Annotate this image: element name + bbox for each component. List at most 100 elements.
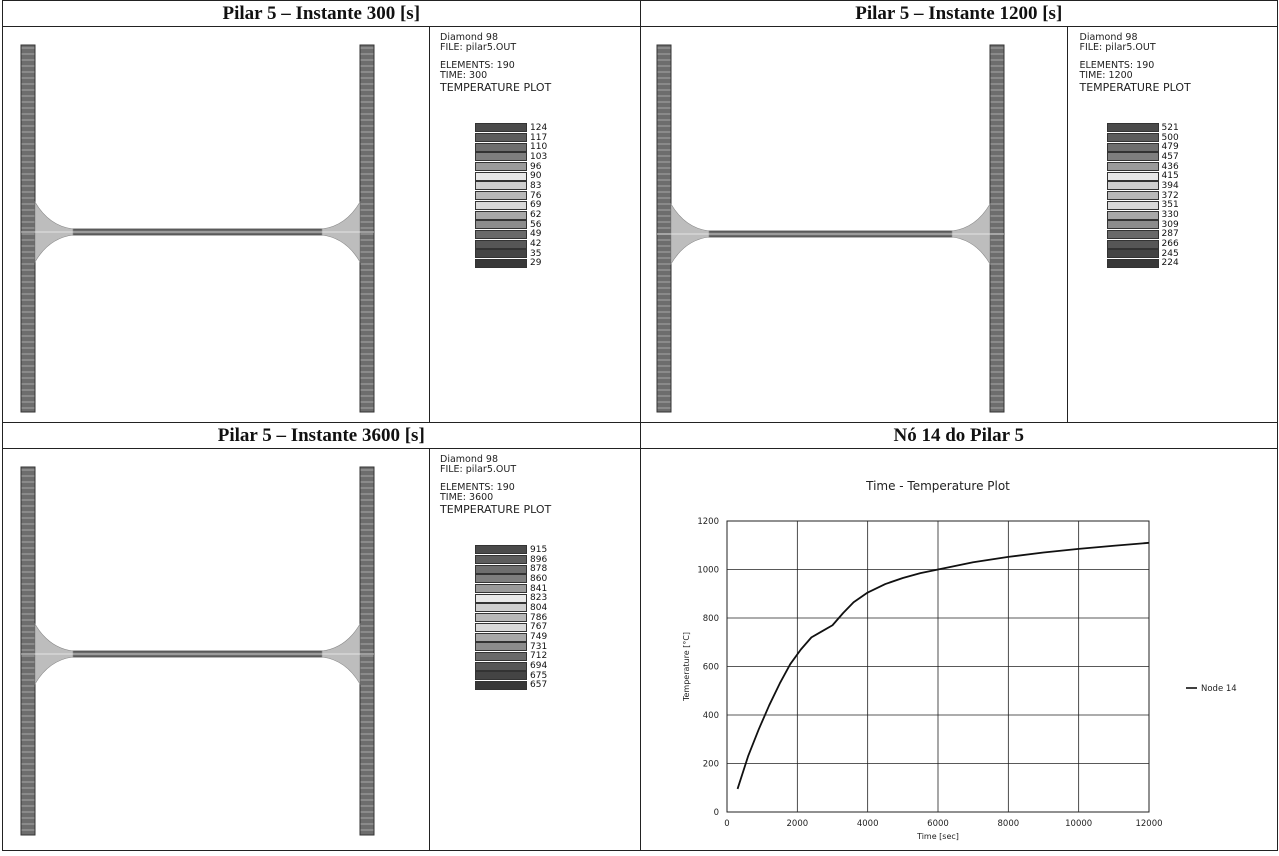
legend-value: 372	[1161, 190, 1179, 201]
program-name: Diamond 98	[440, 454, 499, 465]
y-tick-label: 1200	[697, 517, 719, 527]
legend-value: 90	[530, 171, 542, 182]
legend-row: 287	[1106, 229, 1179, 240]
legend-swatch	[475, 574, 527, 584]
legend-value: 786	[530, 612, 548, 623]
y-tick-label: 600	[702, 663, 718, 673]
legend-swatch	[1106, 191, 1159, 201]
time-label: TIME: 3600	[440, 492, 494, 503]
legend-swatch	[475, 249, 527, 259]
legend-row: 767	[475, 622, 547, 632]
legend-value: 49	[530, 229, 542, 240]
legend-row: 457	[1106, 151, 1179, 162]
legend-swatch	[475, 258, 527, 268]
legend-row: 500	[1106, 133, 1179, 143]
legend-swatch	[475, 680, 527, 690]
y-tick-label: 400	[702, 711, 718, 721]
legend-value: 287	[1161, 229, 1179, 240]
legend-swatch	[475, 142, 527, 152]
elements-count: ELEMENTS: 190	[440, 60, 515, 71]
legend-value: 266	[1161, 239, 1179, 250]
legend-swatch	[475, 210, 527, 220]
time-label: TIME: 300	[440, 70, 488, 81]
legend-value: 62	[530, 210, 542, 221]
x-tick-label: 0	[724, 819, 729, 829]
time-temperature-chart: Time - Temperature Plot 0 2000 4000 6000 8000…	[641, 449, 1278, 850]
legend-row: 245	[1106, 249, 1179, 259]
legend-swatch	[475, 564, 527, 574]
legend-row: 749	[475, 632, 547, 642]
legend-swatch	[1106, 200, 1159, 210]
legend-row: 96	[475, 162, 547, 172]
temperature-legend: 124 117 110 103 96 90 83 76 69 62 56 49 42 35 29	[475, 123, 547, 268]
plot-frame	[726, 520, 1149, 813]
legend-row: 479	[1106, 142, 1179, 152]
right-flange	[989, 44, 1004, 413]
left-flange	[20, 44, 36, 413]
panel-title-300: Pilar 5 – Instante 300 [s]	[2, 0, 641, 27]
y-tick-label: 200	[702, 760, 718, 770]
legend-row: 896	[475, 555, 547, 565]
x-tick-label: 4000	[856, 819, 878, 829]
legend-swatch	[1106, 249, 1159, 259]
legend-swatch	[1106, 229, 1159, 239]
legend-value: 42	[530, 239, 542, 250]
plot-label: TEMPERATURE PLOT	[1079, 81, 1191, 94]
legend-swatch	[1106, 258, 1159, 268]
y-tick-label: 1000	[697, 566, 719, 576]
info-block: Diamond 98 FILE: pilar5.OUT ELEMENTS: 19…	[1079, 33, 1191, 94]
legend-swatch	[475, 642, 527, 652]
chart-title: Time - Temperature Plot	[865, 479, 1010, 493]
legend-swatch	[475, 593, 527, 603]
legend-value: 749	[530, 632, 548, 643]
legend-row: 372	[1106, 190, 1179, 201]
legend-swatch	[1106, 162, 1159, 172]
legend-row: 823	[475, 593, 547, 603]
info-block: Diamond 98 FILE: pilar5.OUT ELEMENTS: 19…	[440, 32, 551, 94]
legend-row: 42	[475, 239, 547, 249]
legend-row: 712	[475, 651, 548, 662]
legend-row: 521	[1106, 123, 1179, 133]
legend-value: 35	[530, 248, 542, 259]
left-flange	[656, 44, 671, 413]
x-tick-label: 10000	[1065, 819, 1092, 829]
temperature-legend: 521 500 479 457 436 415 394 372 351 330 309 287 266 2…	[1106, 123, 1179, 269]
section-drawing	[3, 449, 430, 850]
section-drawing	[3, 27, 430, 422]
legend-swatch	[475, 584, 527, 594]
legend-value: 83	[530, 180, 542, 191]
legend-value: 804	[530, 602, 548, 613]
time-label: TIME: 1200	[1079, 70, 1133, 81]
legend-value: 309	[1161, 219, 1179, 230]
legend-row: 62	[475, 210, 547, 220]
legend-value: 712	[530, 651, 548, 662]
legend-value: 351	[1161, 200, 1179, 211]
legend-value: 56	[530, 219, 542, 230]
legend-value: 823	[530, 593, 548, 604]
legend-row: 117	[475, 133, 547, 143]
legend-swatch	[475, 651, 527, 661]
legend-value: 436	[1161, 161, 1179, 172]
legend-value: 457	[1161, 151, 1179, 162]
program-name: Diamond 98	[440, 32, 499, 43]
legend-swatch	[475, 545, 527, 555]
panel-title-1200: Pilar 5 – Instante 1200 [s]	[639, 0, 1278, 27]
legend-value: 103	[530, 151, 548, 162]
legend-row: 351	[1106, 200, 1179, 211]
legend-value: 110	[530, 142, 548, 153]
legend-value: 330	[1161, 210, 1179, 221]
legend-swatch	[1106, 152, 1159, 162]
x-tick-label: 6000	[927, 819, 949, 829]
legend-swatch	[475, 555, 527, 565]
legend-value: 224	[1161, 258, 1179, 269]
legend-row: 224	[1106, 258, 1179, 269]
legend-swatch	[475, 622, 527, 632]
legend-value: 860	[530, 573, 548, 584]
legend-swatch	[475, 191, 527, 201]
legend-row: 915	[475, 545, 547, 555]
plot-label: TEMPERATURE PLOT	[440, 503, 552, 516]
legend-row: 110	[475, 142, 547, 152]
legend-value: 124	[530, 122, 548, 133]
